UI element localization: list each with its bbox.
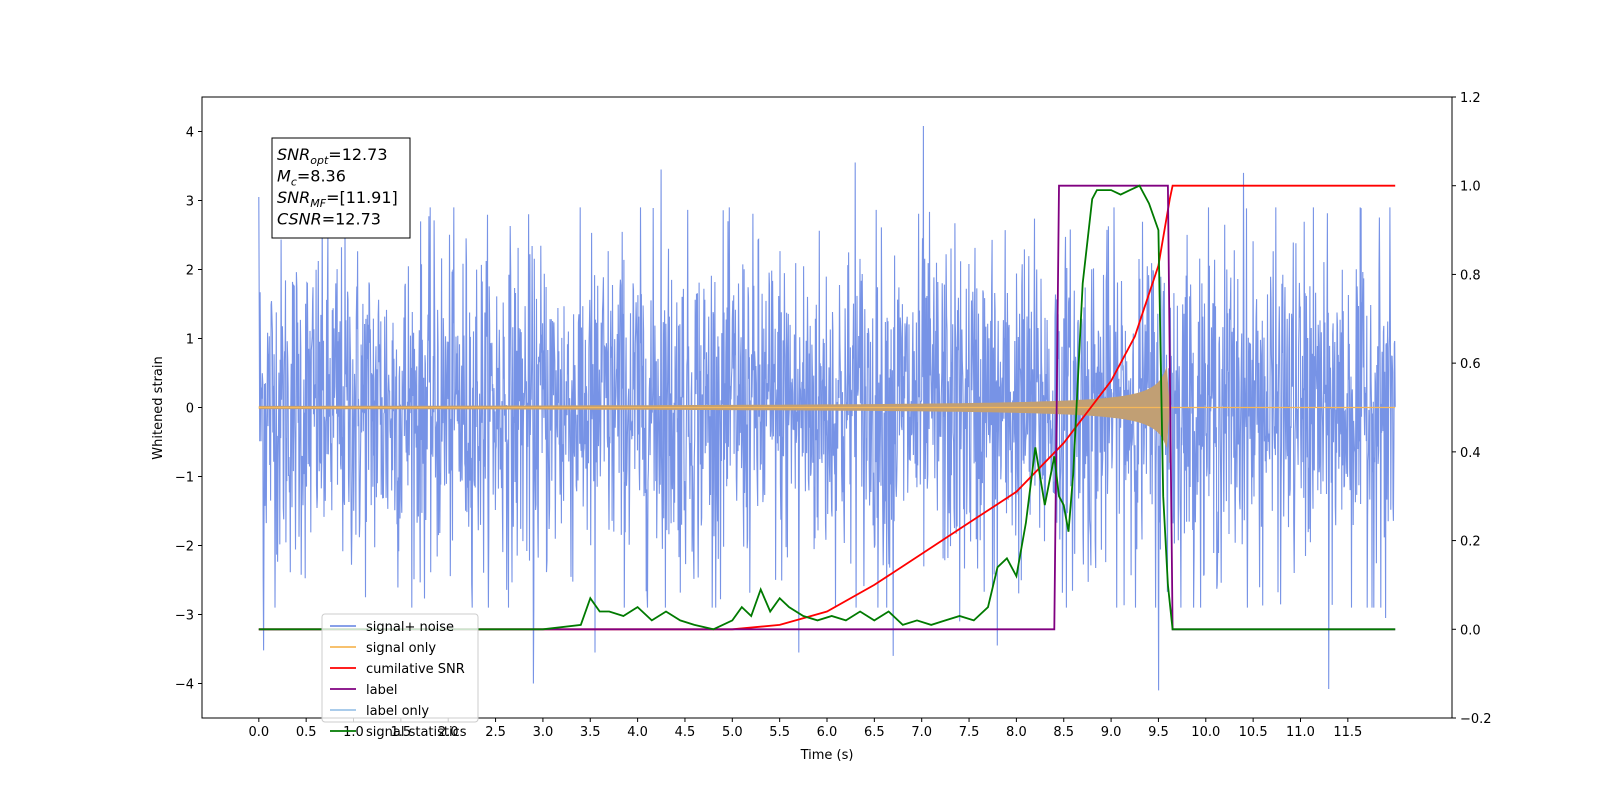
x-tick-label: 1.5 <box>391 725 412 740</box>
signal-statistics-line <box>258 184 1396 631</box>
annotation-value: =12.73 <box>328 145 387 164</box>
y-right-tick-label: 0.4 <box>1460 446 1481 461</box>
x-axis-label: Time (s) <box>800 748 854 763</box>
annotation-symbol: SNR <box>277 188 310 207</box>
annotation-subscript: c <box>291 176 297 189</box>
annotation-line: Mc=8.36 <box>277 167 346 189</box>
x-tick-label: 9.5 <box>1148 725 1169 740</box>
x-tick-label: 10.0 <box>1191 725 1220 740</box>
legend-label: signal only <box>366 641 436 656</box>
annotation-value: =8.36 <box>297 167 346 186</box>
x-tick-label: 9.0 <box>1101 725 1122 740</box>
annotation-subscript: opt <box>310 154 329 167</box>
annotation-value: =12.73 <box>322 210 381 229</box>
annotation-symbol: SNR <box>277 145 310 164</box>
y-right-tick-label: 0.0 <box>1460 623 1481 638</box>
x-tick-label: 1.0 <box>343 725 364 740</box>
x-tick-label: 5.0 <box>722 725 743 740</box>
y-tick-label: 1 <box>186 333 194 348</box>
y-tick-label: 0 <box>186 402 194 417</box>
x-tick-label: 8.5 <box>1053 725 1074 740</box>
x-tick-label: 11.5 <box>1333 725 1362 740</box>
x-tick-label: 0.5 <box>296 725 317 740</box>
x-tick-label: 2.0 <box>438 725 459 740</box>
x-tick-label: 4.5 <box>675 725 696 740</box>
cumulative-snr-line <box>258 184 1396 631</box>
y-right-tick-label: 1.0 <box>1460 180 1481 195</box>
y-tick-label: 2 <box>186 264 194 279</box>
legend: signal+ noise signal only cumilative SNR la… <box>321 613 479 740</box>
x-tick-label: 10.5 <box>1239 725 1268 740</box>
y-tick-label: 3 <box>186 195 194 210</box>
x-tick-label: 6.0 <box>817 725 838 740</box>
y-axis-left: −4 −3 −2 −1 0 1 2 3 4 <box>175 126 202 693</box>
legend-frame <box>321 613 479 723</box>
annotation-line: CSNR=12.73 <box>277 210 381 229</box>
y-right-tick-label: 0.2 <box>1460 535 1481 550</box>
x-tick-label: 8.0 <box>1006 725 1027 740</box>
y-tick-label: −3 <box>175 609 194 624</box>
x-tick-label: 3.0 <box>533 725 554 740</box>
y-tick-label: −4 <box>175 678 194 693</box>
annotation-line: SNRMF=[11.91] <box>277 188 398 210</box>
y-axis-right: −0.2 0.0 0.2 0.4 0.6 0.8 1.0 1.2 <box>1452 91 1492 727</box>
legend-label: signal statistics <box>366 725 467 740</box>
x-tick-label: 6.5 <box>864 725 885 740</box>
y-right-tick-label: −0.2 <box>1460 712 1492 727</box>
x-tick-label: 7.5 <box>959 725 980 740</box>
legend-label: label only <box>366 704 429 719</box>
annotation-value: =[11.91] <box>326 188 398 207</box>
x-axis: 0.0 0.5 1.0 1.5 2.0 2.5 3.0 3.5 4.0 4.5 5.0 5.5 6.0 6… <box>248 718 1362 740</box>
y-right-tick-label: 0.6 <box>1460 357 1481 372</box>
y-tick-label: −2 <box>175 540 194 555</box>
y-tick-label: −1 <box>175 471 194 486</box>
legend-label: cumilative SNR <box>366 662 465 677</box>
snr-annotation-box: SNRopt=12.73Mc=8.36SNRMF=[11.91]CSNR=12.… <box>271 137 411 239</box>
legend-label: signal+ noise <box>366 620 454 635</box>
y-right-tick-label: 1.2 <box>1460 91 1481 106</box>
x-tick-label: 2.5 <box>485 725 506 740</box>
signal-noise-line <box>258 125 1396 691</box>
x-tick-label: 0.0 <box>248 725 269 740</box>
legend-label: label <box>366 683 397 698</box>
line-series-group <box>258 184 1396 631</box>
signal-noise-series <box>258 125 1396 691</box>
x-tick-label: 11.0 <box>1286 725 1315 740</box>
annotation-line: SNRopt=12.73 <box>277 145 388 167</box>
y-tick-label: 4 <box>186 126 194 141</box>
x-tick-label: 4.0 <box>627 725 648 740</box>
y-axis-label: Whitened strain <box>151 356 166 459</box>
x-tick-label: 7.0 <box>911 725 932 740</box>
annotation-symbol: CSNR <box>277 210 322 229</box>
x-tick-label: 5.5 <box>769 725 790 740</box>
annotation-subscript: MF <box>310 197 326 210</box>
x-tick-label: 3.5 <box>580 725 601 740</box>
annotation-frame <box>271 137 411 239</box>
y-right-tick-label: 0.8 <box>1460 268 1481 283</box>
annotation-symbol: M <box>277 167 291 186</box>
